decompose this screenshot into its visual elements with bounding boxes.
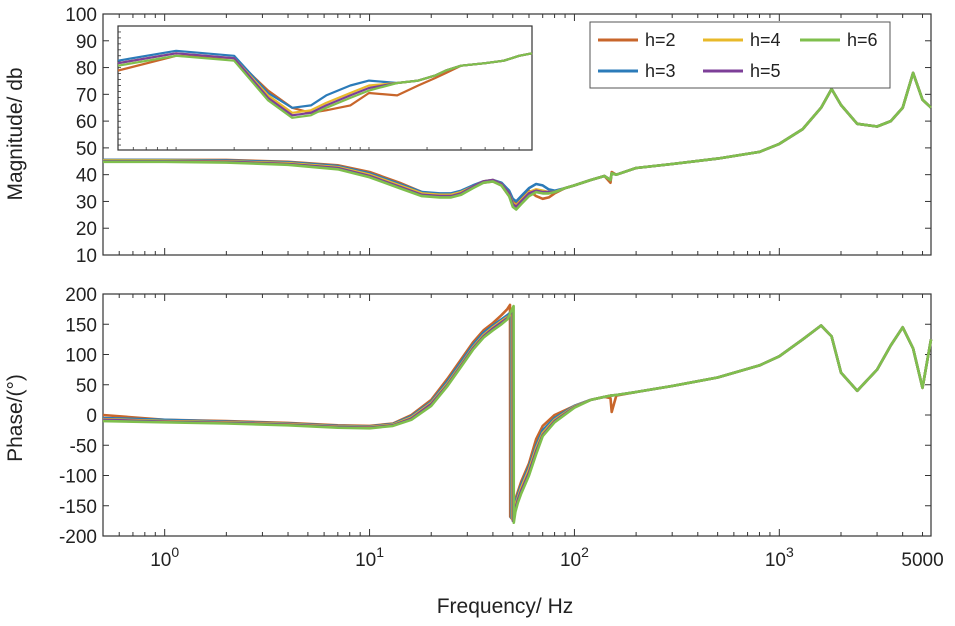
phase-x-tick-label: 103 [765, 544, 794, 571]
magnitude-y-tick-label: 80 [76, 59, 97, 80]
phase-y-tick-label: 0 [86, 406, 97, 427]
phase-y-tick-label: 150 [65, 315, 97, 336]
phase-panel: -200 -150 -100 -50 0 50 100 150 200 Phase/(°) 10… [4, 285, 944, 571]
phase-y-tick-label: -50 [70, 436, 97, 457]
legend-label-h2: h=2 [645, 30, 676, 50]
inset-ticks [117, 31, 533, 150]
magnitude-y-tick-label: 30 [76, 192, 97, 213]
magnitude-y-tick-label: 20 [76, 219, 97, 240]
inset-frame [117, 25, 533, 151]
phase-x-tick-label: 5000 [901, 550, 943, 571]
magnitude-panel: 10 20 30 40 50 60 70 80 90 100 Magnitude/ db h=2 … [4, 5, 932, 267]
phase-line-h6 [102, 304, 933, 525]
phase-line-h3 [102, 310, 933, 520]
legend-label-h4: h=4 [750, 30, 781, 50]
phase-y-tick-label: -100 [59, 467, 97, 488]
legend-label-h6: h=6 [847, 30, 878, 50]
magnitude-y-tick-label: 40 [76, 166, 97, 187]
magnitude-y-tick-label: 70 [76, 85, 97, 106]
magnitude-y-ticks: 10 20 30 40 50 60 70 80 90 100 [65, 5, 931, 267]
phase-x-tick-label: 102 [560, 544, 589, 571]
phase-y-axis-label: Phase/(°) [4, 374, 27, 462]
phase-line-h5 [102, 307, 933, 523]
legend-label-h5: h=5 [750, 61, 781, 81]
inset-series [117, 49, 533, 119]
phase-y-tick-label: -150 [59, 497, 97, 518]
phase-series [102, 303, 933, 525]
inset-line-h6 [117, 52, 533, 119]
magnitude-y-tick-label: 60 [76, 112, 97, 133]
magnitude-y-tick-label: 50 [76, 139, 97, 160]
phase-y-tick-label: 100 [65, 346, 97, 367]
phase-y-tick-label: 200 [65, 285, 97, 306]
phase-line-h4 [102, 312, 933, 521]
x-axis-label: Frequency/ Hz [437, 595, 574, 618]
legend-box [589, 21, 891, 89]
phase-x-tick-labels: 100 101 102 103 5000 [150, 544, 943, 571]
phase-y-tick-label: 50 [76, 376, 97, 397]
magnitude-series [103, 71, 932, 211]
magnitude-y-tick-label: 100 [65, 5, 97, 26]
phase-y-ticks: -200 -150 -100 -50 0 50 100 150 200 [59, 285, 931, 548]
magnitude-plot-frame [102, 13, 932, 256]
legend: h=2 h=4 h=6 h=3 h=5 [589, 21, 891, 89]
magnitude-y-axis-label: Magnitude/ db [4, 67, 27, 200]
phase-x-tick-label: 101 [355, 544, 384, 571]
magnitude-x-ticks [102, 14, 924, 255]
phase-x-tick-label: 100 [150, 544, 179, 571]
legend-label-h3: h=3 [645, 61, 676, 81]
magnitude-line-h6 [103, 71, 932, 211]
magnitude-inset [117, 25, 533, 151]
magnitude-y-tick-label: 90 [76, 32, 97, 53]
phase-y-tick-label: -200 [59, 527, 97, 548]
magnitude-y-tick-label: 10 [76, 246, 97, 267]
phase-x-ticks [102, 294, 924, 536]
